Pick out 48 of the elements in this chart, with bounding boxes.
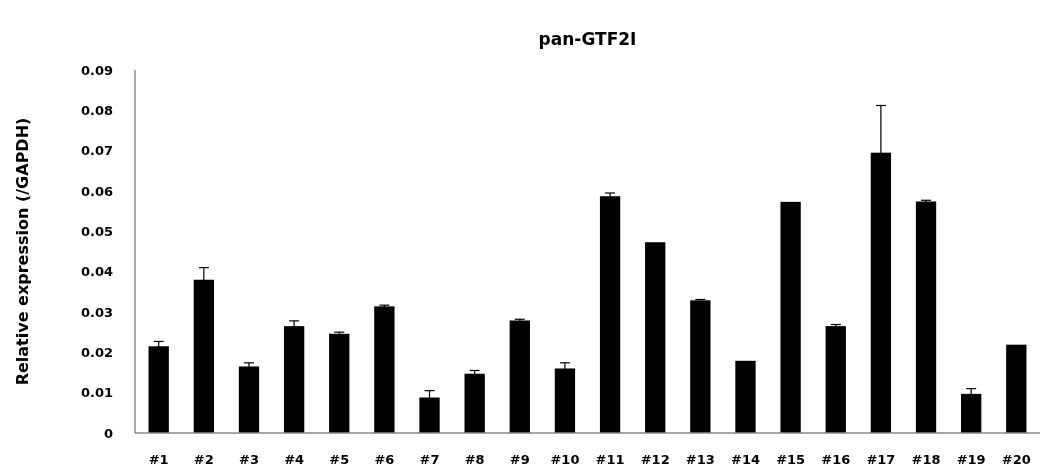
- x-tick-label: #6: [374, 452, 395, 467]
- x-tick-label: #5: [329, 452, 350, 467]
- y-axis-title: Relative expression (/GAPDH): [13, 117, 32, 386]
- y-tick-label: 0.06: [80, 183, 113, 199]
- x-tick-label: #16: [821, 452, 851, 467]
- y-tick-label: 0.05: [80, 223, 113, 239]
- bar: [961, 393, 982, 433]
- bar: [238, 366, 260, 433]
- x-tick-label: #11: [595, 452, 625, 467]
- x-tick-label: #3: [238, 452, 259, 467]
- x-tick-label: #13: [685, 452, 715, 467]
- bar: [645, 242, 666, 433]
- bar: [1006, 344, 1027, 433]
- bar: [329, 333, 350, 433]
- x-tick-label: #9: [509, 452, 530, 467]
- bar: [599, 196, 621, 433]
- x-tick-label: #18: [911, 452, 941, 467]
- x-tick-label: #12: [640, 452, 670, 467]
- x-tick-label: #1: [148, 452, 169, 467]
- bar: [735, 360, 756, 433]
- bar: [780, 201, 801, 433]
- bar: [283, 326, 305, 433]
- y-tick-label: 0.01: [80, 385, 113, 401]
- x-tick-label: #15: [776, 452, 806, 467]
- y-tick-label: 0.09: [80, 62, 113, 78]
- x-tick-label: #2: [193, 452, 214, 467]
- x-tick-label: #14: [730, 452, 760, 467]
- y-tick-label: 0.03: [80, 304, 113, 320]
- y-tick-label: 0: [103, 425, 113, 441]
- x-tick-label: #10: [550, 452, 580, 467]
- x-tick-label: #7: [419, 452, 440, 467]
- bar: [915, 201, 937, 433]
- chart-title: pan-GTF2I: [538, 29, 637, 49]
- bar: [464, 373, 485, 433]
- x-tick-label: #17: [866, 452, 896, 467]
- y-tick-label: 0.07: [80, 143, 113, 159]
- bar: [374, 306, 395, 433]
- y-tick-label: 0.02: [80, 344, 113, 360]
- y-tick-label: 0.08: [80, 102, 113, 118]
- x-tick-label: #4: [284, 452, 305, 467]
- y-tick-label: 0.04: [80, 264, 113, 280]
- x-tick-label: #20: [1001, 452, 1031, 467]
- x-tick-label: #8: [464, 452, 485, 467]
- bar: [825, 326, 846, 433]
- bar: [690, 300, 711, 433]
- bar: [509, 320, 530, 433]
- x-tick-label: #19: [956, 452, 986, 467]
- bar: [148, 346, 169, 433]
